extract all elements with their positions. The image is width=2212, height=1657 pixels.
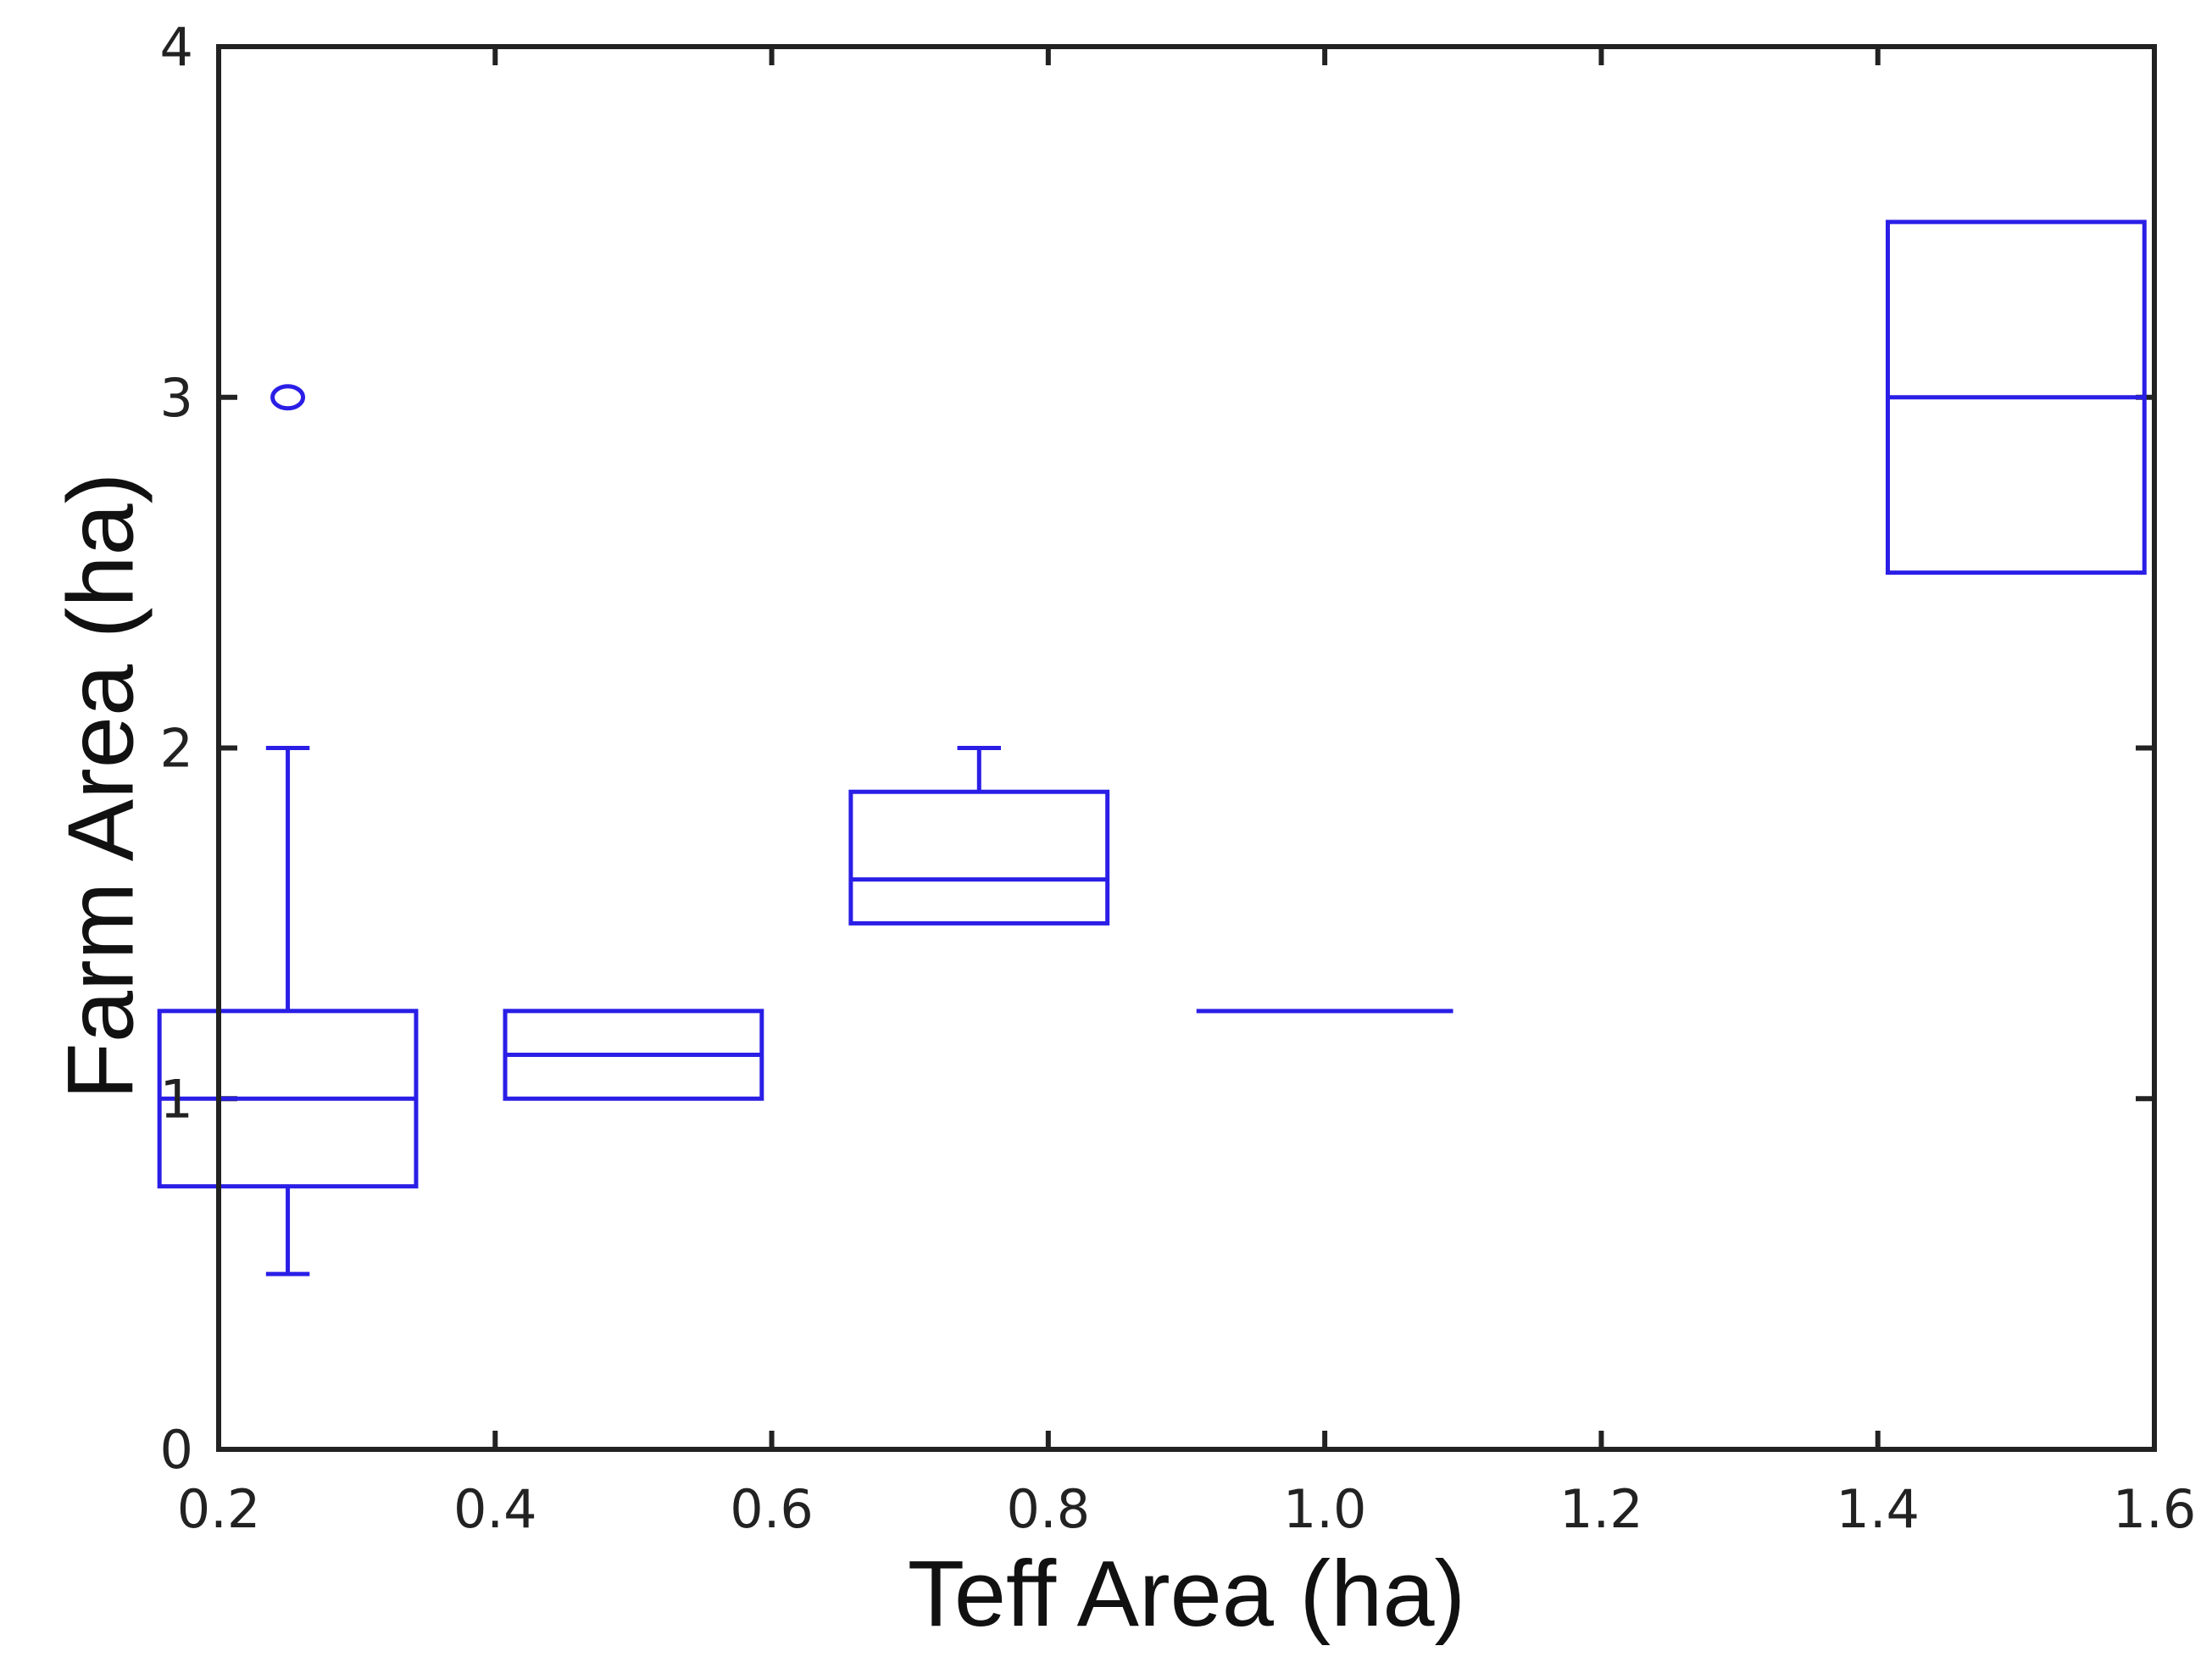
x-axis-title: Teff Area (ha) — [908, 1542, 1465, 1646]
x-tick-label: 1.2 — [1559, 1478, 1643, 1540]
x-tick-label: 0.6 — [730, 1478, 814, 1540]
axis-ticks — [216, 44, 2157, 1452]
y-tick-label: 1 — [160, 1068, 193, 1130]
tick-labels: 0.2 0.4 0.6 0.8 1.0 1.2 1.4 1.6 0 1 2 3 4 — [160, 16, 2197, 1540]
y-tick-label: 4 — [160, 16, 193, 78]
x-tick-label: 0.2 — [177, 1478, 261, 1540]
y-tick-label: 0 — [160, 1419, 193, 1481]
box-group — [157, 384, 419, 1276]
x-tick-label: 1.6 — [2113, 1478, 2197, 1540]
x-tick-label: 0.4 — [453, 1478, 537, 1540]
x-tick-label: 1.0 — [1283, 1478, 1367, 1540]
x-tick-label: 1.4 — [1836, 1478, 1920, 1540]
box-group — [503, 1009, 764, 1101]
box-iqr — [848, 789, 1110, 926]
x-tick-label: 0.8 — [1007, 1478, 1091, 1540]
box-group — [848, 746, 1110, 926]
y-tick-label: 2 — [160, 718, 193, 780]
y-tick-label: 3 — [160, 367, 193, 429]
y-axis-title: Farm Area (ha) — [49, 473, 153, 1100]
box-group — [1885, 220, 2147, 576]
outlier-point — [270, 384, 306, 411]
box-series — [157, 220, 2147, 1276]
axes-frame — [216, 44, 2157, 1452]
